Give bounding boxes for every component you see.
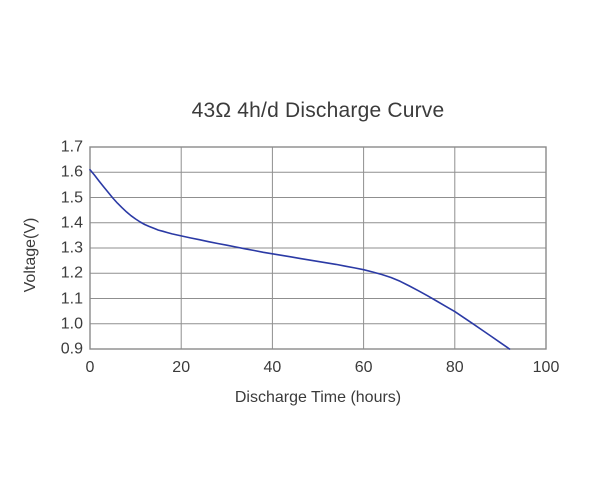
y-tick-label: 1.4 [60,214,83,232]
chart-title: 43Ω 4h/d Discharge Curve [191,99,445,122]
y-tick-label: 1.0 [60,315,83,333]
y-tick-label: 1.5 [60,189,83,206]
x-tick-label: 100 [532,359,560,376]
x-tick-label: 0 [85,359,95,376]
x-tick-label: 60 [354,359,373,376]
x-tick-label: 20 [172,359,191,376]
x-tick-label: 40 [263,359,282,376]
plot-border [89,146,547,350]
x-axis-title: Discharge Time (hours) [234,389,402,406]
y-tick-label: 1.2 [60,264,83,282]
y-tick-label: 0.9 [60,340,83,358]
y-tick-label: 1.1 [60,290,83,307]
discharge-voltage-curve [89,168,511,350]
y-tick-label: 1.3 [60,239,83,257]
x-tick-label: 80 [445,359,464,376]
y-tick-label: 1.6 [60,163,83,181]
y-tick-label: 1.7 [60,138,83,156]
